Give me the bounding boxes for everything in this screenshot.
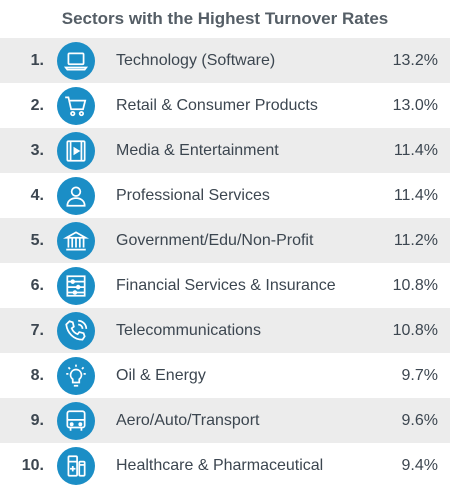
turnover-rate: 9.7% [401,366,438,384]
turnover-rate: 10.8% [392,321,438,339]
turnover-rate: 9.6% [401,411,438,429]
sector-name: Retail & Consumer Products [116,96,318,114]
rank-number: 2. [30,96,44,114]
rank-number: 3. [30,141,44,159]
sector-name: Aero/Auto/Transport [116,411,260,429]
sector-name: Oil & Energy [116,366,206,384]
turnover-rate: 11.2% [393,231,438,249]
sector-name: Telecommunications [116,321,261,339]
page-title: Sectors with the Highest Turnover Rates [61,9,389,28]
rank-number: 4. [30,186,44,204]
sector-name: Financial Services & Insurance [116,276,336,294]
sector-name: Government/Edu/Non-Profit [116,231,314,249]
list-item: 3. Media & Entertainment 11.4% [0,128,450,173]
sector-name: Professional Services [116,186,270,204]
turnover-rate: 11.4% [393,186,438,204]
list-item: 4. Professional Services 11.4% [0,173,450,218]
list-item: 10. Healthcare & Pharmaceutical 9.4% [0,443,450,488]
turnover-rate: 11.4% [393,141,438,159]
film-icon [57,131,95,170]
list-item: 2. Retail & Consumer Products 13.0% [0,83,450,128]
list-item: 7. Telecommunications 10.8% [0,308,450,353]
rank-number: 6. [30,276,44,294]
rank-number: 8. [30,366,44,384]
rank-number: 10. [21,456,44,474]
turnover-rate: 13.0% [392,96,438,114]
list-item: 5. Government/Edu/Non-Profit 11.2% [0,218,450,263]
list-item: 8. Oil & Energy 9.7% [0,353,450,398]
laptop-icon [57,41,95,80]
lightbulb-icon [57,356,95,395]
sector-name: Media & Entertainment [116,141,279,159]
medicine-icon [57,446,95,485]
government-building-icon [57,221,95,260]
list-item: 6. Financial Services & Insurance 10.8% [0,263,450,308]
rank-number: 5. [30,231,44,249]
sector-name: Technology (Software) [116,51,276,69]
abacus-icon [57,266,95,305]
phone-icon [57,311,95,350]
rank-number: 7. [30,321,44,339]
turnover-rate: 13.2% [392,51,438,69]
turnover-rate: 10.8% [392,276,438,294]
list-item: 1. Technology (Software) 13.2% [0,38,450,83]
list-item: 9. Aero/Auto/Transport 9.6% [0,398,450,443]
sector-name: Healthcare & Pharmaceutical [116,456,324,474]
turnover-rate: 9.4% [401,456,438,474]
rank-number: 9. [30,411,44,429]
rank-number: 1. [30,51,44,69]
person-icon [57,176,95,215]
shopping-cart-icon [57,86,95,125]
bus-icon [57,401,95,440]
